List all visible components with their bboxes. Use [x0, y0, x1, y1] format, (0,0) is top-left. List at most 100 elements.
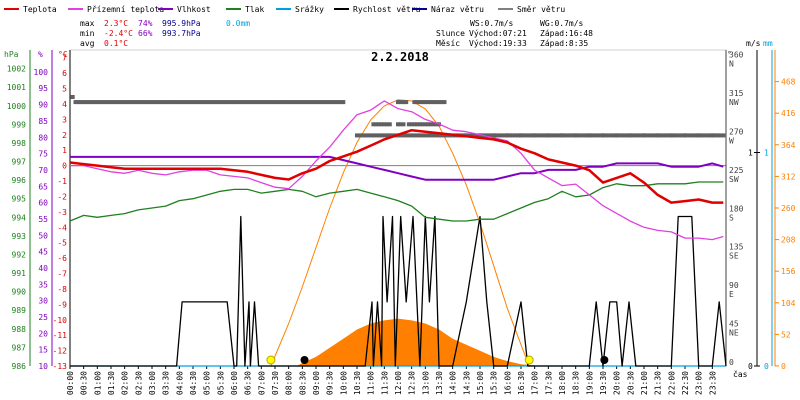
wind-direction-point — [133, 100, 138, 105]
wind-direction-point — [406, 133, 411, 138]
moon-marker-icon — [300, 356, 309, 364]
wind-direction-point — [601, 133, 605, 138]
temperature-tick-label: -12 — [53, 347, 68, 356]
wind-direction-point — [396, 122, 400, 127]
wind-direction-point — [92, 100, 97, 105]
wind-direction-point — [702, 133, 707, 138]
pressure-tick-label: 992 — [12, 250, 27, 259]
wind-direction-point — [303, 100, 308, 105]
direction-tick-label: 270 — [729, 127, 744, 136]
wind-direction-point — [98, 100, 103, 105]
wind-direction-point — [185, 100, 190, 105]
x-tick-label: 16:30 — [517, 371, 526, 395]
wind-direction-point — [215, 100, 220, 105]
wind-direction-point — [549, 133, 554, 138]
wind-direction-point — [652, 133, 657, 138]
pressure-tick-label: 990 — [12, 288, 27, 297]
wind-direction-point — [721, 133, 726, 138]
humidity-tick-label: 85 — [38, 117, 48, 126]
wind-speed-line — [70, 215, 727, 367]
wind-direction-point — [259, 100, 264, 105]
wind-direction-point — [669, 133, 674, 138]
wind-direction-point — [543, 133, 548, 138]
wind-direction-point — [642, 133, 646, 138]
wind-direction-point — [579, 133, 584, 138]
wind-direction-point — [311, 100, 316, 105]
wind-direction-point — [158, 100, 163, 105]
legend-label-rychlost-větru: Rychlost větru — [353, 5, 421, 14]
x-tick-label: 17:00 — [531, 371, 540, 395]
wind-direction-point — [294, 100, 299, 105]
wind-direction-point — [420, 133, 425, 138]
wind-direction-point — [401, 100, 406, 105]
wind-direction-point — [333, 100, 338, 105]
humidity-tick-label: 45 — [38, 248, 48, 257]
wind-direction-point — [171, 100, 176, 105]
temperature-tick-label: -9 — [57, 300, 67, 309]
temperature-tick-label: 4 — [62, 100, 67, 109]
x-tick-label: 04:30 — [189, 371, 198, 395]
humidity-tick-label: 70 — [38, 166, 48, 175]
pressure-tick-label: 995 — [12, 195, 27, 204]
pressure-tick-label: 1002 — [7, 65, 26, 74]
wind-direction-point — [546, 133, 551, 138]
humidity-tick-label: 30 — [38, 297, 48, 306]
wind-direction-point — [169, 100, 174, 105]
temperature-tick-label: -1 — [57, 177, 67, 186]
direction-tick-label: 225 — [729, 166, 744, 175]
wind-direction-point — [661, 133, 666, 138]
wind-direction-point — [609, 133, 614, 138]
stat-max-temp: 2.3°C — [104, 19, 128, 28]
axis-label-humidity: % — [38, 50, 43, 59]
wind-direction-point — [139, 100, 144, 105]
wind-direction-point — [166, 100, 171, 105]
temperature-tick-label: 5 — [62, 85, 67, 94]
wind-direction-point — [327, 100, 332, 105]
stat-min-hum: 66% — [138, 29, 153, 38]
temperature-tick-label: -7 — [57, 270, 67, 279]
wind-direction-point — [300, 100, 305, 105]
temperature-tick-label: -6 — [57, 254, 67, 263]
pressure-tick-label: 987 — [12, 343, 27, 352]
temperature-tick-label: 7 — [62, 54, 67, 63]
wind-direction-point — [666, 133, 671, 138]
wind-direction-point — [658, 133, 663, 138]
direction-tick-label: 135 — [729, 243, 744, 252]
wind-direction-point — [590, 133, 595, 138]
wind-direction-point — [603, 133, 608, 138]
wind-direction-point — [532, 133, 537, 138]
humidity-tick-label: 90 — [38, 101, 48, 110]
wind-direction-point — [437, 100, 441, 105]
wind-direction-point — [283, 100, 288, 105]
x-tick-label: 15:30 — [490, 371, 499, 395]
wind-direction-point — [412, 122, 417, 127]
wind-direction-point — [417, 100, 422, 105]
solar-tick-label: 312 — [781, 172, 796, 181]
temperature-tick-label: -8 — [57, 285, 67, 294]
direction-tick-label: 45 — [729, 320, 739, 329]
x-tick-label: 23:00 — [695, 371, 704, 395]
wind-direction-point — [385, 133, 390, 138]
wind-direction-point — [308, 100, 313, 105]
axis-label-pressure: hPa — [4, 50, 19, 59]
temperature-tick-label: 3 — [62, 115, 67, 124]
direction-compass-label: SW — [729, 175, 739, 184]
wind-direction-point — [415, 122, 420, 127]
humidity-tick-label: 75 — [38, 150, 48, 159]
wind-direction-point — [360, 133, 365, 138]
legend-label-tlak: Tlak — [245, 5, 264, 14]
wind-direction-point — [245, 100, 250, 105]
wind-direction-point — [565, 133, 570, 138]
x-tick-label: 15:00 — [476, 371, 485, 395]
legend-label-přízemní-teplota: Přízemní teplota — [87, 5, 164, 14]
wind-direction-point — [614, 133, 619, 138]
wind-direction-point — [144, 100, 149, 105]
wind-direction-point — [570, 133, 575, 138]
wind-direction-point — [521, 133, 526, 138]
wind-direction-point — [89, 100, 94, 105]
wind-direction-point — [240, 100, 245, 105]
wind-direction-point — [188, 100, 193, 105]
legend-label-teplota: Teplota — [23, 5, 57, 14]
wind-direction-point — [562, 133, 567, 138]
wind-direction-point — [431, 122, 436, 127]
